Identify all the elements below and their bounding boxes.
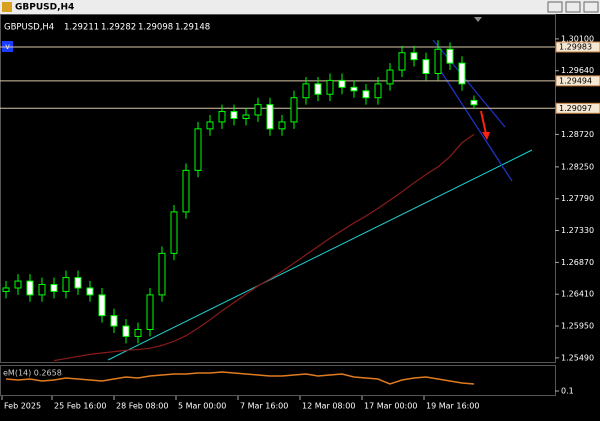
- candle-body: [326, 79, 334, 95]
- y-tick-label: 1.27330: [561, 226, 594, 235]
- candle-body: [254, 104, 262, 116]
- candle-body: [158, 252, 166, 296]
- candle-body: [338, 79, 346, 88]
- candle-body: [146, 294, 154, 330]
- candle-body: [170, 211, 178, 254]
- y-tick-label: 1.28250: [561, 162, 594, 171]
- trend-line: [107, 149, 533, 361]
- candle-body: [110, 315, 118, 327]
- candle-body: [290, 97, 298, 123]
- x-tick-label: Feb 2025: [4, 402, 41, 411]
- window-title: GBPUSD,H4: [15, 3, 74, 13]
- x-tick-label: 28 Feb 08:00: [116, 402, 168, 411]
- channel-lower: [439, 69, 513, 182]
- x-tick-label: 25 Feb 16:00: [54, 402, 106, 411]
- candle-body: [194, 128, 202, 171]
- candle-body: [278, 121, 286, 130]
- header-text: 1.29211: [64, 23, 99, 33]
- candle-body: [422, 59, 430, 74]
- ema-line: [53, 133, 475, 362]
- candle-body: [350, 86, 358, 92]
- candle-body: [50, 284, 58, 292]
- maximize-button[interactable]: [565, 1, 581, 13]
- candle-body: [14, 280, 22, 289]
- x-tick-label: 7 Mar 16:00: [240, 402, 288, 411]
- candle-body: [266, 104, 274, 130]
- indicator-label: eM(14) 0.2658: [3, 369, 62, 378]
- price-level-label: 1.29494: [559, 76, 592, 85]
- minimize-button[interactable]: [547, 1, 563, 13]
- candle-body: [302, 83, 310, 99]
- y-tick-label: 1.25950: [561, 322, 594, 331]
- y-tick-label: 1.28720: [561, 130, 594, 139]
- indicator-tick-label: 0.1: [561, 387, 574, 396]
- y-tick-label: 1.26870: [561, 258, 594, 267]
- candle-body: [206, 121, 214, 130]
- candle-body: [314, 83, 322, 95]
- x-tick-label: 19 Mar 16:00: [426, 402, 479, 411]
- expert-badge-icon: v: [5, 42, 10, 51]
- y-tick-label: 1.25490: [561, 353, 594, 362]
- main-panel-frame: [0, 14, 556, 363]
- candle-body: [98, 294, 106, 317]
- candle-body: [458, 62, 466, 85]
- candle-body: [122, 325, 130, 337]
- close-button[interactable]: [583, 1, 599, 13]
- price-level-tag: [555, 102, 600, 114]
- candle-body: [374, 83, 382, 99]
- candle-body: [62, 277, 70, 292]
- header-text: 1.29098: [138, 23, 173, 33]
- candle-body: [434, 48, 442, 74]
- candle-body: [2, 287, 10, 292]
- candle-body: [410, 52, 418, 61]
- y-tick-label: 1.29640: [561, 66, 594, 75]
- candle-body: [218, 111, 226, 123]
- candle-body: [86, 287, 94, 296]
- header-text: GBPUSD,H4: [4, 23, 54, 33]
- title-bar: [0, 0, 600, 14]
- window-icon: [2, 2, 12, 12]
- header-text: 1.29282: [101, 23, 136, 33]
- price-level-label: 1.29983: [559, 43, 592, 52]
- x-tick-label: 5 Mar 00:00: [178, 402, 226, 411]
- indicator-panel-frame: [0, 365, 556, 396]
- price-level-tag: [555, 41, 600, 53]
- candle-body: [26, 280, 34, 296]
- y-tick-label: 1.27790: [561, 194, 594, 203]
- candle-body: [182, 169, 190, 213]
- candle-body: [242, 114, 250, 119]
- window-controls[interactable]: [547, 1, 599, 13]
- candle-body: [398, 52, 406, 71]
- header-text: 1.29148: [175, 23, 210, 33]
- y-tick-label: 1.26410: [561, 290, 594, 299]
- arrow-shaft: [480, 110, 487, 135]
- x-tick-label: 12 Mar 08:00: [302, 402, 355, 411]
- candle-body: [134, 328, 142, 337]
- arrow-head: [482, 132, 490, 140]
- candle-body: [386, 69, 394, 85]
- candle-body: [362, 90, 370, 99]
- candle-body: [74, 277, 82, 289]
- indicator-line: [5, 371, 475, 385]
- candle-body: [38, 284, 46, 296]
- candle-body: [470, 99, 478, 106]
- candle-body: [230, 111, 238, 119]
- price-level-label: 1.29097: [559, 104, 592, 113]
- expert-badge[interactable]: [2, 41, 13, 52]
- shift-marker: [474, 17, 482, 22]
- channel-upper: [432, 39, 506, 128]
- symbol-header: GBPUSD,H4 1.29211 1.29282 1.29098 1.29148: [4, 23, 210, 33]
- price-level-tag: [555, 75, 600, 87]
- y-tick-label: 1.30100: [561, 34, 594, 43]
- x-tick-label: 17 Mar 00:00: [364, 402, 417, 411]
- candle-body: [446, 48, 454, 64]
